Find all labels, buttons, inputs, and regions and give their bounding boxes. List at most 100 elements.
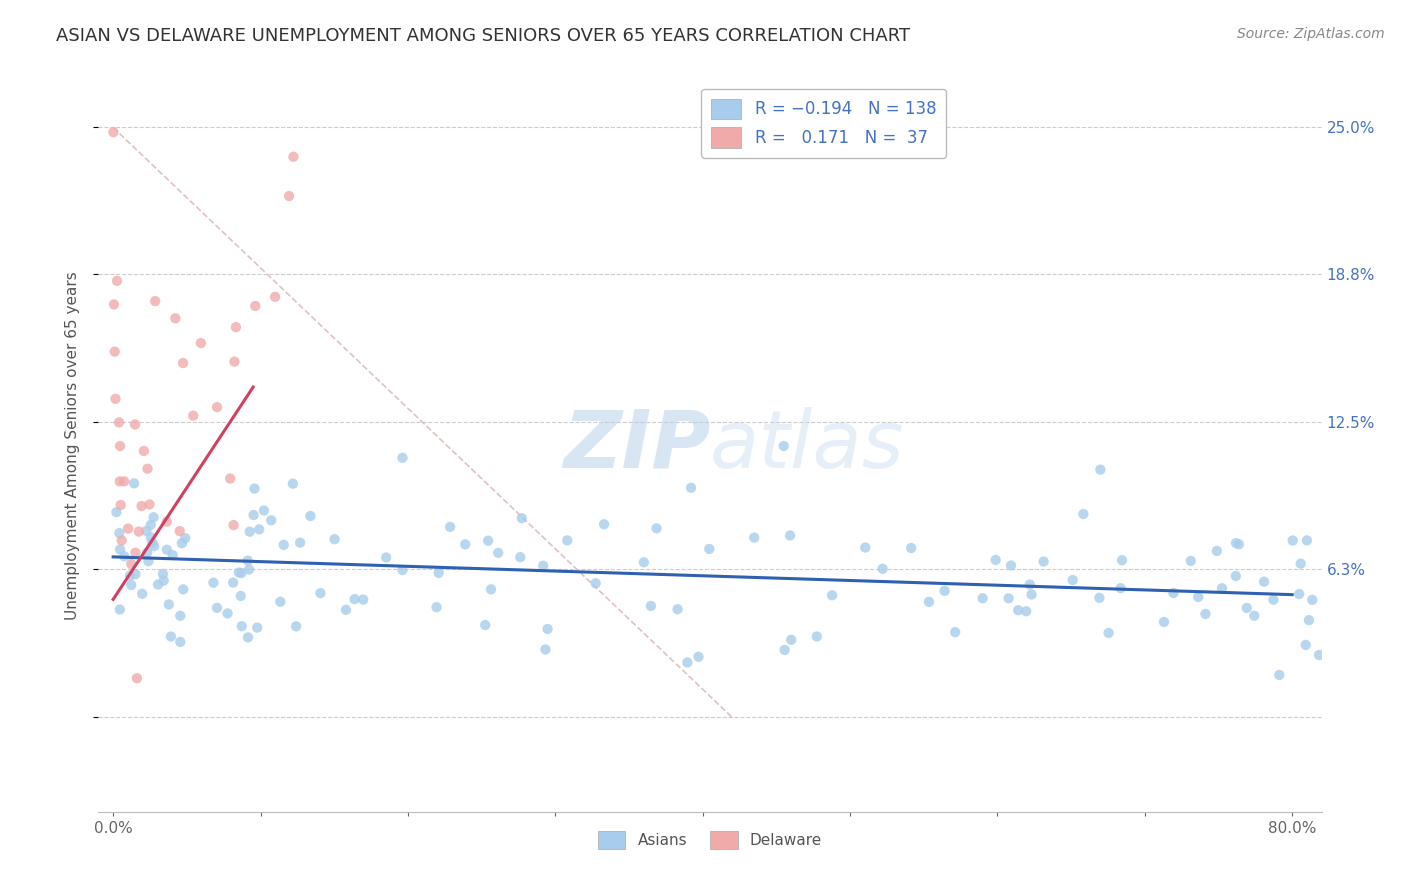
Point	[229, 589, 252, 603]
Point	[105, 505, 128, 519]
Point	[205, 400, 228, 414]
Point	[110, 498, 132, 512]
Point	[139, 530, 162, 544]
Y-axis label: Unemployment Among Seniors over 65 years: Unemployment Among Seniors over 65 years	[65, 272, 80, 620]
Point	[108, 416, 131, 430]
Point	[285, 619, 308, 633]
Point	[120, 578, 142, 592]
Point	[676, 656, 699, 670]
Point	[273, 538, 295, 552]
Point	[773, 643, 796, 657]
Point	[510, 511, 533, 525]
Point	[1007, 603, 1029, 617]
Point	[222, 575, 245, 590]
Point	[1021, 588, 1043, 602]
Point	[474, 618, 496, 632]
Point	[111, 533, 134, 548]
Point	[124, 546, 146, 560]
Point	[536, 622, 558, 636]
Point	[943, 625, 966, 640]
Point	[105, 274, 128, 288]
Point	[534, 642, 557, 657]
Point	[984, 553, 1007, 567]
Point	[1211, 582, 1233, 596]
Point	[108, 602, 131, 616]
Point	[283, 150, 305, 164]
Point	[633, 555, 655, 569]
Point	[1109, 581, 1132, 595]
Point	[239, 524, 262, 539]
Point	[131, 499, 153, 513]
Point	[172, 582, 194, 597]
Point	[1090, 462, 1112, 476]
Point	[509, 550, 531, 565]
Point	[128, 524, 150, 539]
Point	[103, 125, 125, 139]
Point	[281, 476, 304, 491]
Point	[222, 518, 245, 533]
Point	[1253, 574, 1275, 589]
Point	[162, 548, 184, 562]
Point	[900, 541, 922, 555]
Point	[742, 531, 765, 545]
Point	[1000, 558, 1022, 573]
Point	[1205, 544, 1227, 558]
Point	[112, 549, 135, 564]
Point	[391, 563, 413, 577]
Point	[697, 541, 720, 556]
Point	[228, 566, 250, 580]
Point	[246, 621, 269, 635]
Point	[125, 671, 148, 685]
Point	[152, 574, 174, 588]
Point	[169, 524, 191, 538]
Point	[122, 476, 145, 491]
Point	[1015, 604, 1038, 618]
Point	[780, 632, 803, 647]
Point	[231, 566, 253, 580]
Point	[1187, 590, 1209, 604]
Point	[375, 550, 398, 565]
Point	[108, 439, 131, 453]
Point	[152, 566, 174, 581]
Point	[1018, 577, 1040, 591]
Point	[136, 461, 159, 475]
Point	[124, 567, 146, 582]
Point	[391, 450, 413, 465]
Point	[156, 515, 179, 529]
Point	[352, 592, 374, 607]
Point	[1301, 592, 1323, 607]
Point	[477, 533, 499, 548]
Point	[1236, 601, 1258, 615]
Point	[426, 600, 449, 615]
Point	[108, 526, 131, 541]
Point	[112, 475, 135, 489]
Point	[217, 607, 239, 621]
Point	[309, 586, 332, 600]
Point	[1289, 557, 1312, 571]
Point	[1194, 607, 1216, 621]
Point	[143, 294, 166, 309]
Point	[688, 649, 710, 664]
Point	[454, 537, 477, 551]
Point	[821, 588, 844, 602]
Point	[323, 533, 346, 547]
Point	[247, 522, 270, 536]
Point	[141, 535, 163, 549]
Point	[779, 528, 801, 542]
Point	[872, 562, 894, 576]
Point	[225, 320, 247, 334]
Point	[170, 536, 193, 550]
Point	[288, 535, 311, 549]
Point	[585, 576, 607, 591]
Point	[231, 619, 253, 633]
Point	[1281, 533, 1303, 548]
Point	[124, 417, 146, 432]
Point	[169, 608, 191, 623]
Point	[1073, 507, 1095, 521]
Point	[1288, 587, 1310, 601]
Point	[202, 575, 225, 590]
Point	[335, 603, 357, 617]
Point	[142, 510, 165, 524]
Point	[934, 583, 956, 598]
Point	[806, 630, 828, 644]
